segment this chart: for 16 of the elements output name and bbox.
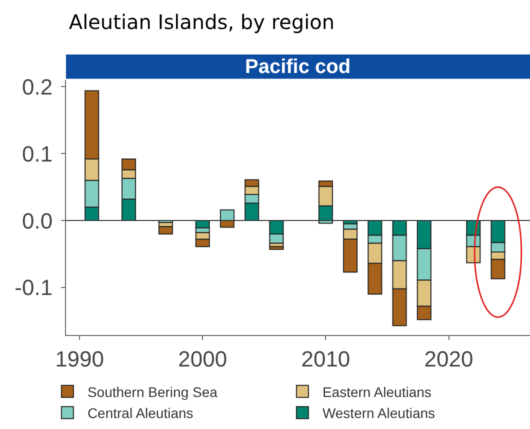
chart-title: Aleutian Islands, by region (68, 10, 335, 34)
y-tick-label: 0.2 (22, 74, 53, 100)
legend-label: Central Aleutians (87, 405, 194, 422)
x-tick-label: 2020 (424, 346, 474, 372)
bar (269, 246, 284, 250)
x-tick-label: 1990 (55, 346, 104, 372)
chart-subtitle: Pacific cod (245, 56, 351, 78)
y-tick-label: -0.1 (14, 275, 53, 300)
y-tick-label: 0.1 (22, 141, 53, 166)
legend-label: Western Aleutians (322, 405, 436, 422)
x-tick-label: 2000 (178, 346, 228, 372)
legend-label: Eastern Aleutians (322, 384, 432, 400)
legend-label: Southern Bering Sea (87, 384, 218, 400)
x-tick-label: 2010 (301, 346, 350, 372)
bar (158, 226, 173, 234)
y-tick-label: 0.0 (22, 208, 53, 234)
